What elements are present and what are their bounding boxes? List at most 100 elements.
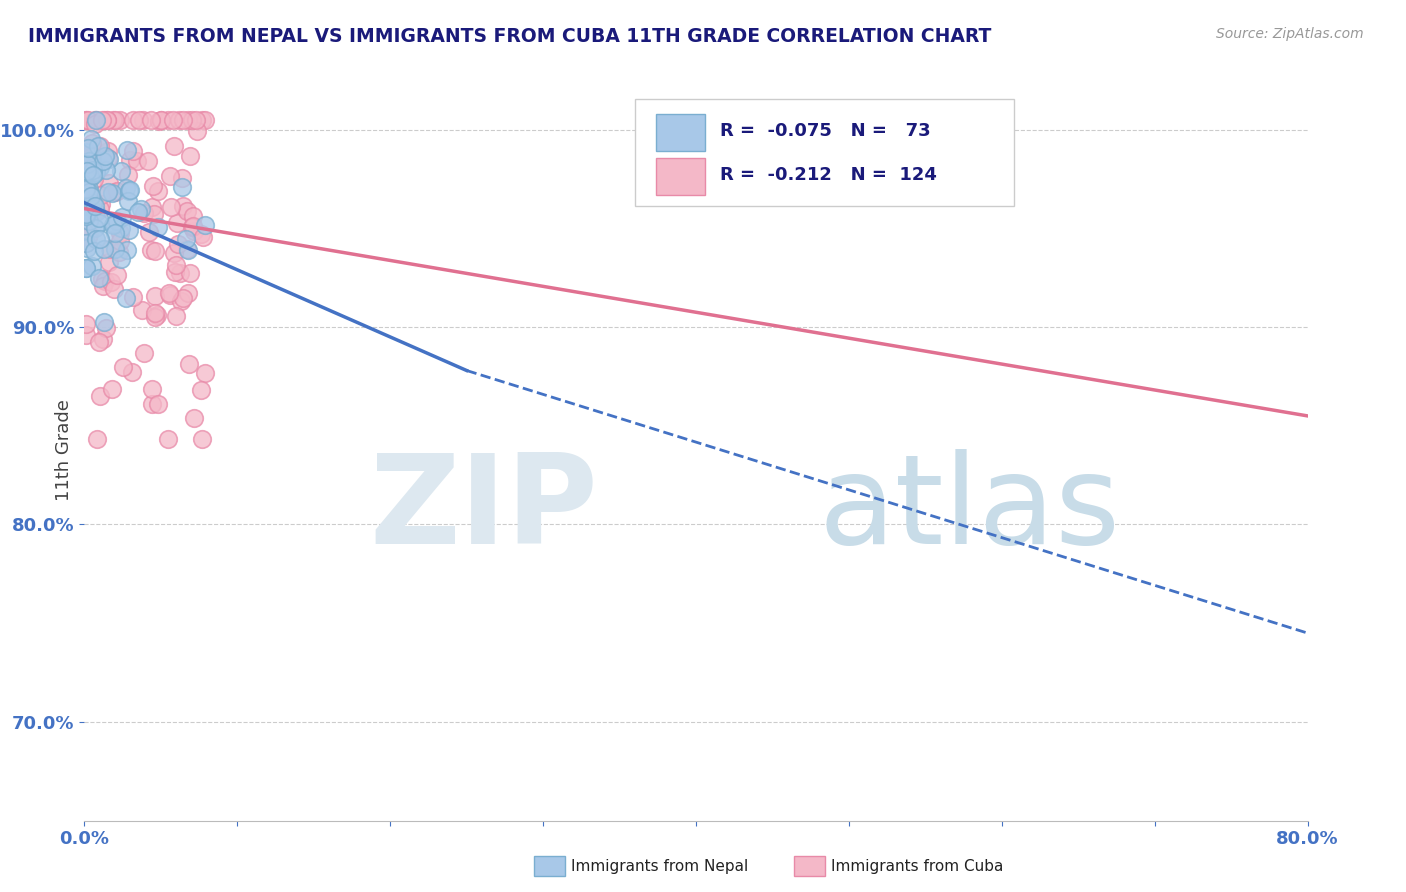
Point [183,224,205,238]
Point [146,309,169,323]
Point [121,289,143,303]
Point [94,274,117,288]
Point [75,182,97,196]
Point [120,153,142,168]
Point [167,237,190,252]
Point [101,382,124,396]
Point [121,145,143,159]
Point [83,244,105,258]
Point [76,241,98,255]
Point [117,143,139,157]
Point [77,182,100,196]
Point [176,204,198,219]
Point [181,220,204,235]
Point [138,225,160,239]
Point [82,148,104,162]
Point [166,216,188,230]
Point [75,112,97,127]
Point [93,243,115,257]
Text: atlas: atlas [818,450,1121,570]
Point [91,332,114,346]
Point [97,255,120,269]
Point [157,112,180,127]
Point [115,291,138,305]
Point [118,183,141,197]
Point [186,124,208,138]
Point [127,205,149,219]
Point [159,287,181,301]
Point [172,199,194,213]
Point [118,184,141,198]
Point [174,232,197,246]
Point [141,382,163,396]
Point [89,216,111,230]
Point [75,145,97,159]
Point [84,232,107,246]
Point [90,187,112,202]
Point [108,234,131,248]
Point [75,205,97,219]
Point [121,365,143,379]
Point [84,112,107,127]
Point [172,291,194,305]
Point [87,138,110,153]
Point [94,321,117,335]
Point [142,179,165,194]
Point [104,185,127,199]
Point [104,112,127,127]
Point [114,181,136,195]
Point [75,205,97,219]
Point [191,112,214,127]
Point [177,286,200,301]
Point [97,151,120,165]
Point [184,112,207,127]
Point [79,171,101,186]
Point [143,289,166,303]
Point [83,171,105,186]
Point [125,154,148,169]
Point [82,200,104,214]
Point [110,252,132,267]
Point [96,112,118,127]
Point [89,160,111,174]
FancyBboxPatch shape [655,113,704,151]
Text: R =  -0.212   N =  124: R = -0.212 N = 124 [720,166,938,184]
Point [91,153,114,168]
Point [82,168,104,182]
Point [145,306,167,320]
Point [105,214,128,228]
Point [111,210,134,224]
Point [80,259,103,273]
Point [132,112,155,127]
Point [132,206,155,220]
Point [165,258,187,272]
Point [84,205,107,219]
Point [179,266,201,280]
Point [84,198,107,212]
Point [172,112,194,127]
Text: ZIP: ZIP [370,450,598,570]
Point [117,194,139,209]
Point [97,185,120,199]
Point [132,346,155,360]
Text: Source: ZipAtlas.com: Source: ZipAtlas.com [1216,27,1364,41]
Text: Immigrants from Nepal: Immigrants from Nepal [571,859,748,873]
Point [93,112,115,127]
Point [77,154,100,169]
Point [176,243,198,257]
Point [75,112,97,127]
Point [159,169,181,184]
Point [162,112,184,127]
Y-axis label: 11th Grade: 11th Grade [55,400,73,501]
Point [79,199,101,213]
Point [136,154,159,169]
FancyBboxPatch shape [655,158,704,195]
Point [75,210,97,224]
Point [108,244,131,259]
Point [194,218,217,232]
Point [77,141,100,155]
Point [76,163,98,178]
Point [77,230,100,244]
Point [170,293,193,308]
Point [82,162,104,177]
